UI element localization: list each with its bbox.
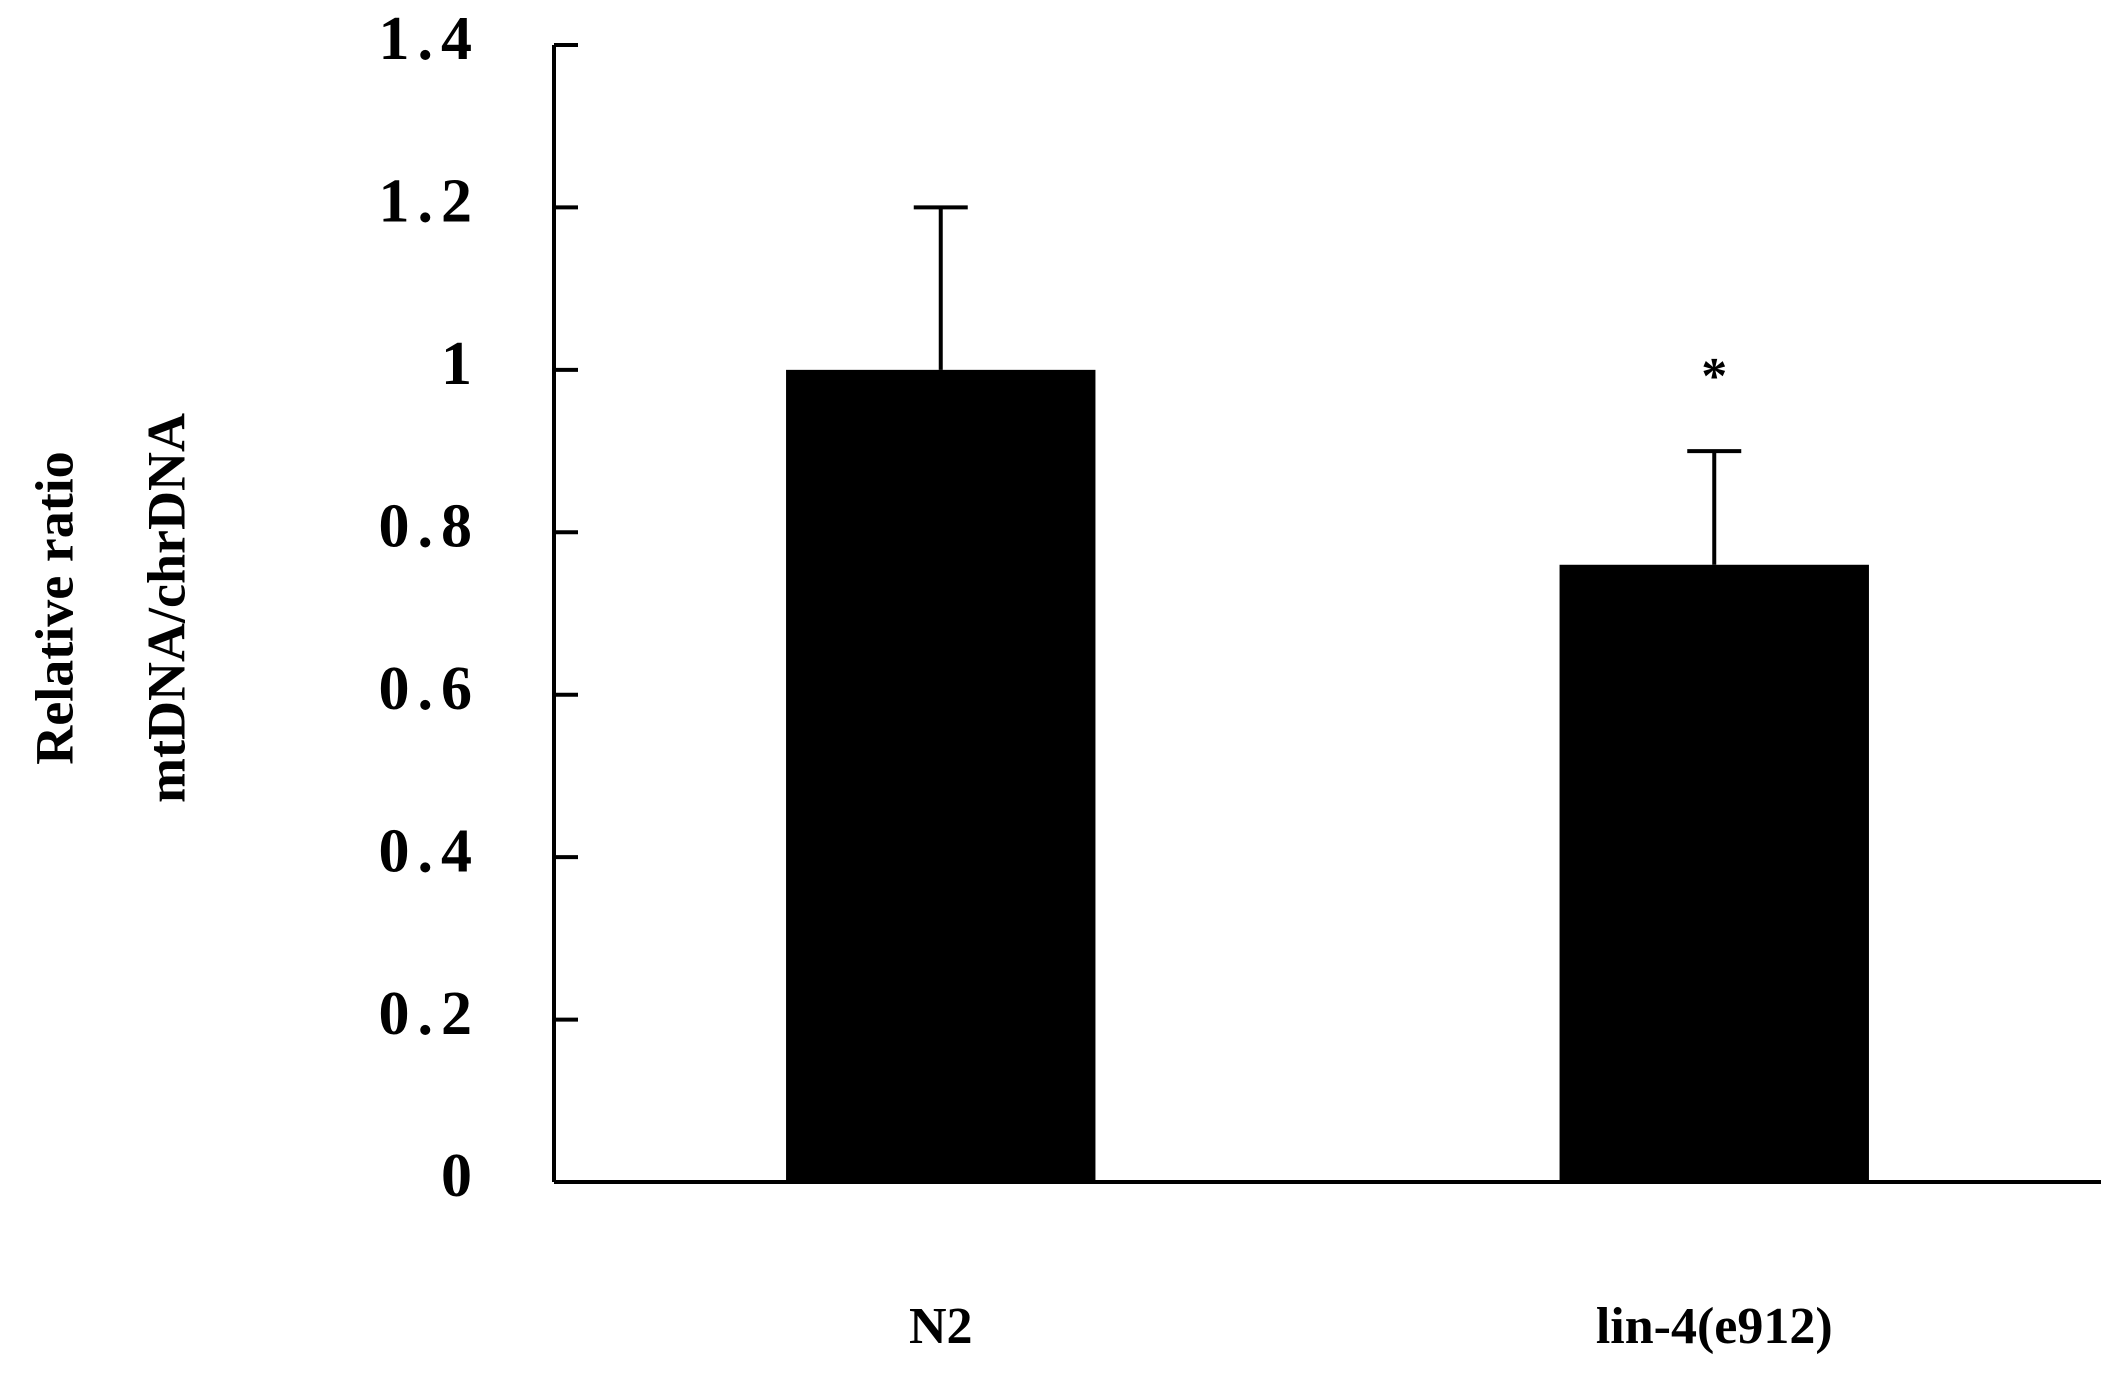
x-tick-label: lin-4(e912): [1596, 1298, 1833, 1355]
bar: [786, 369, 1096, 1182]
y-axis-title: Relative ratio mtDNA/chrDNA: [24, 413, 196, 803]
y-tick-label: 0.8: [379, 493, 481, 561]
y-tick-label: 0.4: [379, 817, 481, 885]
significance-label: *: [1701, 348, 1727, 405]
y-tick-label: 0.6: [379, 655, 481, 723]
y-tick-label: 0.2: [379, 980, 481, 1048]
y-axis-title-line: Relative ratio: [24, 451, 84, 764]
bar: [1559, 564, 1869, 1182]
y-axis-title-line: mtDNA/chrDNA: [136, 413, 196, 803]
y-tick-label: 0: [441, 1142, 480, 1210]
x-tick-label: N2: [909, 1298, 973, 1355]
y-tick-label: 1.2: [379, 168, 481, 236]
y-tick-label: 1: [441, 330, 480, 398]
y-tick-label: 1.4: [379, 5, 481, 73]
